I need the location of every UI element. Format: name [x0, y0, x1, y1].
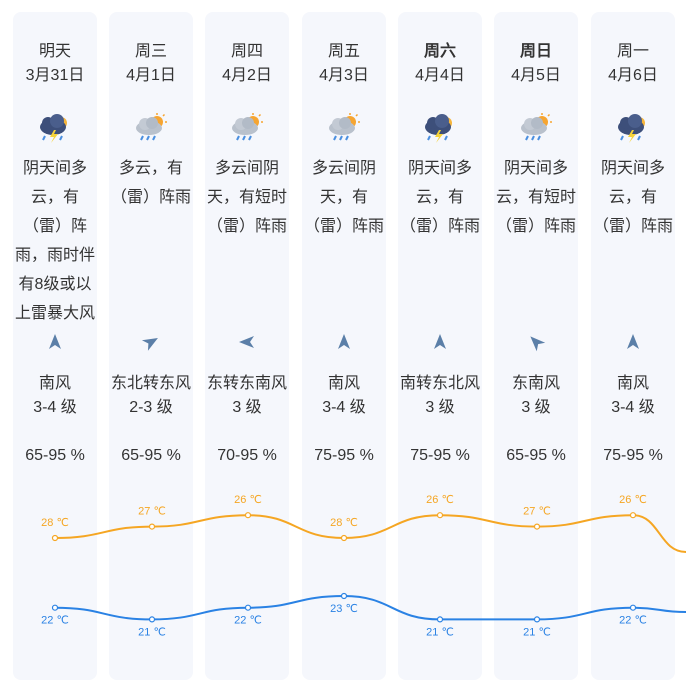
wind-direction: 南风	[616, 375, 649, 392]
humidity: 70-95 %	[217, 447, 277, 464]
day-label: 周一	[616, 43, 649, 60]
wind-direction: 南风	[327, 375, 360, 392]
wind-direction: 南转东北风	[399, 375, 480, 392]
day-column: 明天 3月31日阴天间多云，有（雷）阵雨，雨时伴有8级或以上雷暴大风南风 3-4 级…	[13, 12, 97, 680]
date-label: 3月31日	[25, 67, 85, 84]
wind-level: 3 级	[521, 399, 551, 416]
humidity: 65-95 %	[25, 447, 85, 464]
cloudy-sun-rain-icon	[518, 112, 554, 144]
arrow-north-icon	[45, 332, 65, 352]
weather-description: 多云间阴天，有短时（雷）阵雨	[207, 160, 288, 235]
wind-direction: 东南风	[511, 375, 560, 392]
date-label: 4月5日	[511, 67, 561, 84]
day-label: 周四	[230, 43, 263, 60]
arrow-north-icon	[430, 332, 450, 352]
date-label: 4月4日	[415, 67, 465, 84]
arrow-west-icon	[237, 332, 257, 352]
humidity: 75-95 %	[410, 447, 470, 464]
date-label: 4月1日	[126, 67, 176, 84]
wind-direction: 南风	[38, 375, 71, 392]
date-label: 4月3日	[319, 67, 369, 84]
humidity: 65-95 %	[506, 447, 566, 464]
day-label: 周六	[423, 43, 456, 60]
wind-level: 3-4 级	[33, 399, 77, 416]
thunderstorm-icon	[422, 112, 458, 144]
arrow-north-icon	[623, 332, 643, 352]
day-column: 周日 4月5日阴天间多云，有短时（雷）阵雨东南风 3 级 65-95 %	[494, 12, 578, 680]
weather-description: 阴天间多云，有短时（雷）阵雨	[496, 160, 577, 235]
wind-level: 2-3 级	[129, 399, 173, 416]
weather-description: 多云，有（雷）阵雨	[111, 160, 192, 206]
day-label: 明天	[38, 43, 71, 60]
arrow-northwest-icon	[526, 332, 546, 352]
wind-direction: 东北转东风	[110, 375, 191, 392]
humidity: 65-95 %	[121, 447, 181, 464]
weather-description: 阴天间多云，有（雷）阵雨，雨时伴有8级或以上雷暴大风	[15, 160, 96, 322]
cloudy-sun-rain-icon	[229, 112, 265, 144]
day-label: 周三	[134, 43, 167, 60]
weather-description: 阴天间多云，有（雷）阵雨	[593, 160, 674, 235]
day-label: 周日	[519, 43, 552, 60]
wind-level: 3 级	[232, 399, 262, 416]
day-column: 周四 4月2日多云间阴天，有短时（雷）阵雨东转东南风 3 级 70-95 %	[205, 12, 289, 680]
cloudy-sun-rain-icon	[133, 112, 169, 144]
day-column: 周六 4月4日阴天间多云，有（雷）阵雨南转东北风 3 级 75-95 %	[398, 12, 482, 680]
arrow-north-icon	[334, 332, 354, 352]
day-column: 周五 4月3日多云间阴天，有（雷）阵雨南风 3-4 级 75-95 %	[302, 12, 386, 680]
weather-description: 阴天间多云，有（雷）阵雨	[400, 160, 481, 235]
humidity: 75-95 %	[603, 447, 663, 464]
day-label: 周五	[327, 43, 360, 60]
cloudy-sun-rain-icon	[326, 112, 362, 144]
wind-level: 3-4 级	[611, 399, 655, 416]
thunderstorm-icon	[615, 112, 651, 144]
arrow-northeast-icon	[141, 332, 161, 352]
thunderstorm-icon	[37, 112, 73, 144]
weather-description: 多云间阴天，有（雷）阵雨	[304, 160, 385, 235]
day-column: 周三 4月1日多云，有（雷）阵雨东北转东风 2-3 级 65-95 %	[109, 12, 193, 680]
humidity: 75-95 %	[314, 447, 374, 464]
date-label: 4月2日	[222, 67, 272, 84]
wind-level: 3-4 级	[322, 399, 366, 416]
date-label: 4月6日	[608, 67, 658, 84]
wind-level: 3 级	[425, 399, 455, 416]
day-column: 周一 4月6日阴天间多云，有（雷）阵雨南风 3-4 级 75-95 %	[591, 12, 675, 680]
wind-direction: 东转东南风	[206, 375, 287, 392]
